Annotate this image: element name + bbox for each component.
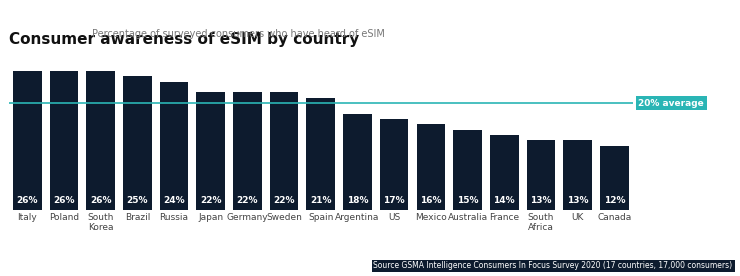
Text: 15%: 15% [457, 197, 478, 206]
Text: 22%: 22% [200, 197, 221, 206]
Text: 20% average: 20% average [639, 99, 704, 108]
Text: 22%: 22% [273, 197, 295, 206]
Bar [196, 92, 225, 210]
Bar [417, 124, 445, 210]
Bar [13, 71, 41, 210]
Bar [50, 71, 78, 210]
Bar [233, 92, 262, 210]
Text: Percentage of surveyed consumers who have heard of eSIM: Percentage of surveyed consumers who hav… [92, 29, 386, 39]
Text: 25%: 25% [127, 197, 148, 206]
Bar [160, 82, 188, 210]
Text: 18%: 18% [347, 197, 369, 206]
Text: 14%: 14% [494, 197, 515, 206]
Bar [490, 135, 519, 210]
Bar [527, 140, 555, 210]
Bar [454, 130, 482, 210]
Bar [87, 71, 115, 210]
Bar [343, 114, 371, 210]
Text: 24%: 24% [164, 197, 185, 206]
Bar [380, 119, 408, 210]
Bar [270, 92, 298, 210]
Bar [123, 76, 152, 210]
Text: 12%: 12% [604, 197, 625, 206]
Text: 13%: 13% [531, 197, 552, 206]
Text: 26%: 26% [53, 197, 75, 206]
Text: 16%: 16% [420, 197, 442, 206]
Text: Source GSMA Intelligence Consumers In Focus Survey 2020 (17 countries, 17,000 co: Source GSMA Intelligence Consumers In Fo… [374, 261, 733, 270]
Text: 21%: 21% [310, 197, 332, 206]
Text: 26%: 26% [90, 197, 111, 206]
Text: 22%: 22% [237, 197, 258, 206]
Bar [306, 98, 335, 210]
Bar [600, 146, 629, 210]
Text: 13%: 13% [567, 197, 588, 206]
Bar [563, 140, 592, 210]
Text: 17%: 17% [383, 197, 405, 206]
Text: Consumer awareness of eSIM by country: Consumer awareness of eSIM by country [9, 32, 359, 47]
Text: 26%: 26% [16, 197, 38, 206]
